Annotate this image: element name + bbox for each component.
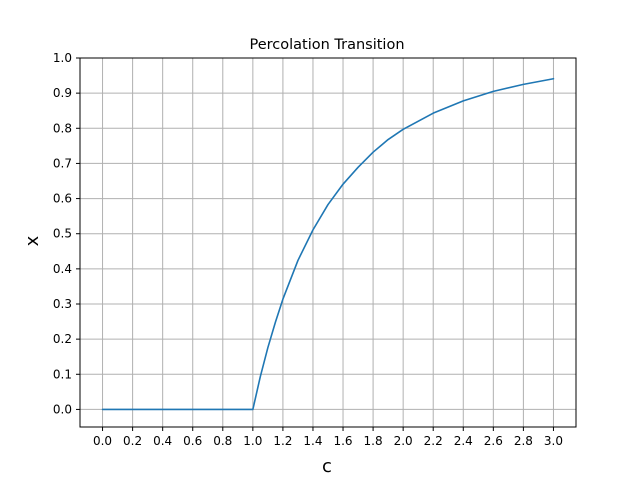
grid-lines — [80, 57, 576, 427]
plot-area-frame — [79, 57, 577, 428]
x-axis-label: c — [322, 456, 332, 477]
y-tick-label: 0.3 — [53, 297, 72, 311]
y-tick-label: 0.4 — [53, 262, 72, 276]
x-tick-label: 1.4 — [303, 434, 322, 448]
x-tick-label: 1.2 — [273, 434, 292, 448]
y-tick-label: 0.0 — [53, 402, 72, 416]
x-tick-label: 0.4 — [153, 434, 172, 448]
x-tick-label: 2.6 — [484, 434, 503, 448]
y-tick-label: 0.8 — [53, 121, 72, 135]
x-tick-label: 0.8 — [213, 434, 232, 448]
x-tick-label: 3.0 — [544, 434, 563, 448]
x-tick-label: 0.6 — [183, 434, 202, 448]
x-tick-label: 1.6 — [333, 434, 352, 448]
x-tick-label: 2.4 — [454, 434, 473, 448]
y-tick-label: 0.9 — [53, 86, 72, 100]
y-axis-ticks: 0.0 0.1 0.2 0.3 0.4 0.5 0.6 0.7 0.8 0.9 1.0 — [53, 51, 80, 416]
x-tick-label: 1.0 — [243, 434, 262, 448]
y-axis-label: x — [22, 235, 43, 246]
x-tick-label: 0.2 — [123, 434, 142, 448]
x-tick-label: 0.0 — [93, 434, 112, 448]
x-axis-ticks: 0.0 0.2 0.4 0.6 0.8 1.0 1.2 1.4 1.6 1.8 2.0 2.2 2.4 2… — [93, 427, 563, 448]
y-tick-label: 0.7 — [53, 156, 72, 170]
chart-title: Percolation Transition — [249, 37, 404, 53]
series-layer — [101, 77, 555, 411]
x-tick-label: 2.8 — [514, 434, 533, 448]
series-line-0 — [101, 77, 555, 411]
y-tick-label: 1.0 — [53, 51, 72, 65]
x-tick-label: 2.0 — [394, 434, 413, 448]
y-tick-label: 0.2 — [53, 332, 72, 346]
x-tick-label: 2.2 — [424, 434, 443, 448]
y-tick-label: 0.6 — [53, 192, 72, 206]
y-tick-label: 0.5 — [53, 227, 72, 241]
x-tick-label: 1.8 — [364, 434, 383, 448]
y-tick-label: 0.1 — [53, 367, 72, 381]
